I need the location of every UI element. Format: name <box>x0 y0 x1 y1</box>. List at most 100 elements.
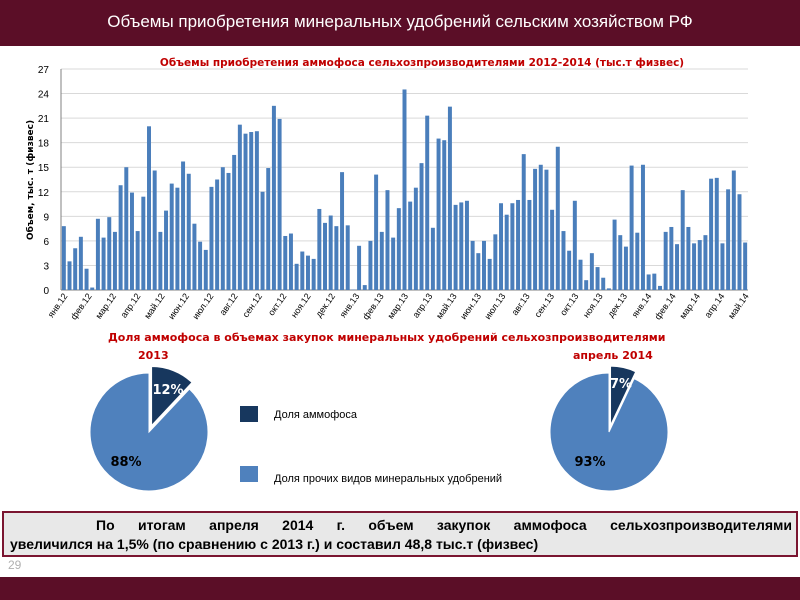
bar <box>340 172 345 290</box>
bar <box>243 133 248 290</box>
x-tick-label: ноя.13 <box>581 291 605 319</box>
bar <box>78 236 83 290</box>
bar <box>181 161 186 290</box>
y-tick-label: 18 <box>38 139 50 150</box>
bar <box>305 255 310 290</box>
y-tick-label: 9 <box>43 212 49 223</box>
bar <box>283 235 288 290</box>
bar <box>629 165 634 290</box>
bar <box>175 187 180 290</box>
bar <box>720 243 725 290</box>
bar <box>164 210 169 290</box>
bar <box>544 169 549 290</box>
bar <box>90 287 95 290</box>
bar <box>317 208 322 290</box>
bar <box>470 240 475 290</box>
bar <box>198 241 203 290</box>
bar <box>510 203 515 290</box>
bar <box>141 196 146 290</box>
bar <box>226 172 231 290</box>
y-axis-label: Объем, тыс. т (физвес) <box>25 120 36 240</box>
bar <box>169 183 174 290</box>
bar <box>357 245 362 290</box>
bar <box>95 218 100 290</box>
page-number: 29 <box>8 558 22 572</box>
bar <box>584 280 589 290</box>
bar <box>209 186 214 290</box>
x-tick-label: июн.12 <box>166 291 191 321</box>
bar <box>663 231 668 290</box>
x-tick-label: янв.14 <box>630 291 654 319</box>
bar <box>578 259 583 290</box>
bar <box>249 132 254 290</box>
bar <box>311 258 316 290</box>
y-tick-label: 24 <box>38 90 50 101</box>
slide-title: Объемы приобретения минеральных удобрени… <box>107 12 693 31</box>
bar <box>635 232 640 290</box>
bar <box>601 277 606 290</box>
bar <box>493 234 498 290</box>
x-tick-label: авг.13 <box>510 291 532 317</box>
x-tick-label: ноя.12 <box>289 291 313 319</box>
x-tick-label: фев.14 <box>653 291 678 321</box>
bar <box>379 231 384 290</box>
bar <box>487 258 492 290</box>
bar <box>726 189 731 290</box>
bar <box>652 273 657 290</box>
x-tick-label: окт.12 <box>266 291 288 317</box>
pie-label-ammophos: 7% <box>610 377 632 392</box>
y-tick-label: 3 <box>43 261 49 272</box>
x-tick-label: май.12 <box>142 291 167 320</box>
bar <box>402 89 407 291</box>
bar-chart: Объемы приобретения аммофоса сельхозпрои… <box>25 57 751 321</box>
bar <box>368 240 373 290</box>
x-tick-label: мар.12 <box>93 291 118 320</box>
bar <box>737 194 742 290</box>
bar <box>328 215 333 290</box>
bar <box>362 285 367 290</box>
bar <box>436 138 441 290</box>
bar <box>288 233 293 290</box>
bar <box>504 214 509 290</box>
pie-label-other: 88% <box>110 455 141 470</box>
bar-chart-title: Объемы приобретения аммофоса сельхозпрои… <box>160 57 684 69</box>
x-tick-label: мар.13 <box>385 291 410 320</box>
bar <box>374 174 379 290</box>
bar <box>550 209 555 290</box>
pie-chart-2013: 12% 88% <box>89 365 209 492</box>
y-tick-label: 27 <box>38 65 50 76</box>
bar <box>203 249 208 290</box>
bar <box>606 288 611 290</box>
pie-2014-subtitle: апрель 2014 <box>573 349 653 362</box>
bar <box>538 164 543 290</box>
bar <box>459 202 464 290</box>
pie-slice-ammophos <box>151 365 193 427</box>
bar <box>266 168 271 290</box>
bar <box>561 231 566 290</box>
pie-chart-title: Доля аммофоса в объемах закупок минераль… <box>108 331 666 344</box>
bar <box>152 170 157 290</box>
x-tick-label: июн.13 <box>458 291 483 321</box>
x-tick-label: фев.12 <box>69 291 94 321</box>
bar <box>107 217 112 290</box>
bar <box>192 223 197 290</box>
bar <box>186 173 191 290</box>
bar <box>425 115 430 291</box>
x-tick-label: мар.14 <box>677 291 702 320</box>
bar <box>675 244 680 290</box>
bar <box>499 203 504 290</box>
bar <box>135 231 140 290</box>
bar <box>692 243 697 290</box>
bar <box>260 191 265 290</box>
bar <box>527 199 532 290</box>
bar <box>442 140 447 290</box>
bar <box>84 268 89 290</box>
x-tick-label: дек.12 <box>314 291 338 319</box>
bar <box>73 248 78 290</box>
x-tick-label: май.14 <box>726 291 751 320</box>
bar <box>323 222 327 290</box>
bar <box>572 200 577 290</box>
bar <box>220 167 225 290</box>
bar <box>447 106 452 290</box>
bar <box>408 201 413 290</box>
